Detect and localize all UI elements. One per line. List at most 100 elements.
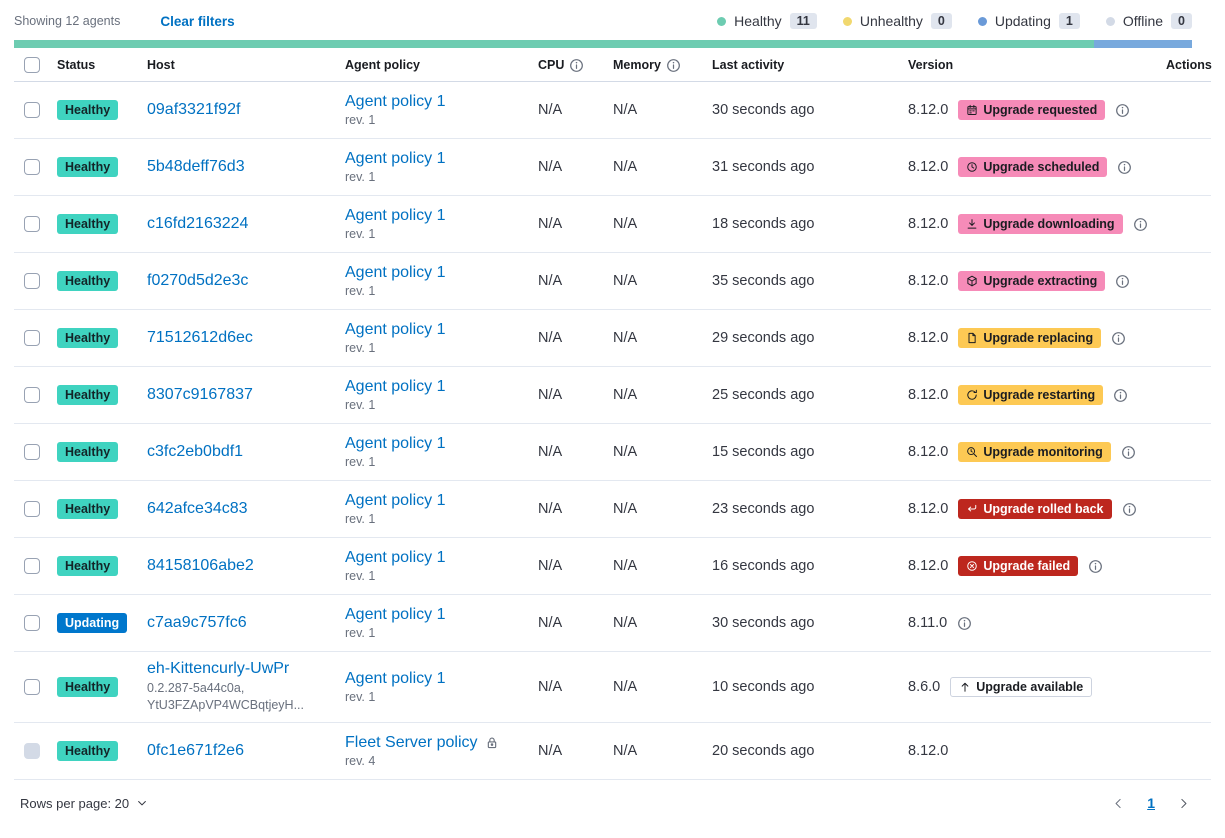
previous-page-button[interactable] xyxy=(1110,795,1127,812)
host-link[interactable]: c3fc2eb0bdf1 xyxy=(147,443,244,460)
host-link[interactable]: c7aa9c757fc6 xyxy=(147,614,247,631)
row-checkbox[interactable] xyxy=(24,678,40,695)
host-link[interactable]: 8307c9167837 xyxy=(147,386,253,403)
upgrade-status-badge: Upgrade rolled back xyxy=(958,499,1112,519)
row-actions-button[interactable] xyxy=(1191,619,1203,627)
status-badge: Healthy xyxy=(57,214,119,234)
page-number-current[interactable]: 1 xyxy=(1147,795,1155,812)
select-all-checkbox[interactable] xyxy=(24,57,40,73)
lock-icon xyxy=(485,736,499,750)
row-checkbox[interactable] xyxy=(24,216,40,232)
agent-count-text: Showing 12 agents xyxy=(14,14,121,28)
info-icon[interactable] xyxy=(1117,160,1132,175)
info-icon[interactable] xyxy=(1115,103,1130,118)
cpu-value: N/A xyxy=(538,742,563,759)
agent-policy-link[interactable]: Agent policy 1 xyxy=(345,321,446,338)
host-link[interactable]: eh-Kittencurly-UwPr xyxy=(147,660,290,677)
info-icon[interactable] xyxy=(1113,388,1128,403)
row-checkbox[interactable] xyxy=(24,273,40,289)
agent-policy-link[interactable]: Agent policy 1 xyxy=(345,150,446,167)
row-actions-button[interactable] xyxy=(1191,163,1203,171)
unhealthy-dot-icon xyxy=(842,16,852,26)
row-actions-button[interactable] xyxy=(1191,505,1203,513)
table-footer: Rows per page: 20 1 xyxy=(0,780,1225,812)
agent-policy-link[interactable]: Agent policy 1 xyxy=(345,606,446,623)
agent-policy-link[interactable]: Agent policy 1 xyxy=(345,93,446,110)
agent-policy-link[interactable]: Fleet Server policy xyxy=(345,733,478,751)
host-link[interactable]: 0fc1e671f2e6 xyxy=(147,741,244,759)
row-actions-button[interactable] xyxy=(1191,106,1203,114)
table-row: Healthy f0270d5d2e3c Agent policy 1 rev.… xyxy=(14,253,1211,310)
row-checkbox[interactable] xyxy=(24,330,40,346)
version-value: 8.12.0 xyxy=(908,102,949,118)
fleet-agents-page: Showing 12 agents Clear filters Healthy … xyxy=(0,13,1225,812)
row-actions-button[interactable] xyxy=(1191,683,1203,691)
cpu-value: N/A xyxy=(538,501,563,517)
host-link[interactable]: f0270d5d2e3c xyxy=(147,272,249,289)
last-activity-value: 15 seconds ago xyxy=(712,444,815,460)
offline-dot-icon xyxy=(1105,16,1115,26)
info-icon[interactable] xyxy=(1111,331,1126,346)
last-activity-value: 10 seconds ago xyxy=(712,678,815,695)
version-value: 8.12.0 xyxy=(908,444,949,460)
info-icon[interactable] xyxy=(1088,559,1103,574)
row-actions-button[interactable] xyxy=(1191,448,1203,456)
row-checkbox[interactable] xyxy=(24,501,40,517)
agent-policy-link[interactable]: Agent policy 1 xyxy=(345,378,446,395)
row-checkbox[interactable] xyxy=(24,387,40,403)
row-checkbox[interactable] xyxy=(24,558,40,574)
row-checkbox[interactable] xyxy=(24,444,40,460)
info-icon[interactable] xyxy=(1121,445,1136,460)
agent-policy-link[interactable]: Agent policy 1 xyxy=(345,669,446,687)
row-checkbox[interactable] xyxy=(24,615,40,631)
info-icon[interactable] xyxy=(957,616,972,631)
agent-policy-link[interactable]: Agent policy 1 xyxy=(345,492,446,509)
host-link[interactable]: 09af3321f92f xyxy=(147,101,241,118)
info-icon[interactable] xyxy=(666,58,681,73)
status-bar-segment-updating xyxy=(1093,40,1192,48)
status-badge: Healthy xyxy=(57,499,119,519)
table-row: Healthy 642afce34c83 Agent policy 1 rev.… xyxy=(14,481,1211,538)
row-checkbox[interactable] xyxy=(24,102,40,118)
memory-value: N/A xyxy=(613,273,638,289)
version-value: 8.12.0 xyxy=(908,501,949,517)
host-link[interactable]: 71512612d6ec xyxy=(147,329,253,346)
row-actions-button[interactable] xyxy=(1191,391,1203,399)
agent-policy-link[interactable]: Agent policy 1 xyxy=(345,264,446,281)
host-link[interactable]: c16fd2163224 xyxy=(147,215,249,232)
table-row: Healthy 8307c9167837 Agent policy 1 rev.… xyxy=(14,367,1211,424)
row-actions-button[interactable] xyxy=(1191,334,1203,342)
last-activity-value: 18 seconds ago xyxy=(712,216,815,232)
status-badge: Healthy xyxy=(57,385,119,405)
next-page-button[interactable] xyxy=(1175,795,1192,812)
version-value: 8.11.0 xyxy=(908,615,948,631)
header-status: Status xyxy=(57,58,96,72)
row-actions-button[interactable] xyxy=(1191,220,1203,228)
host-link[interactable]: 642afce34c83 xyxy=(147,500,248,517)
agents-table: Status Host Agent policy CPU Memory Last… xyxy=(14,50,1212,780)
info-icon[interactable] xyxy=(1122,502,1137,517)
row-actions-button[interactable] xyxy=(1191,277,1203,285)
info-icon[interactable] xyxy=(1115,274,1130,289)
agent-policy-link[interactable]: Agent policy 1 xyxy=(345,435,446,452)
table-row: Healthy 0fc1e671f2e6 Fleet Server policy… xyxy=(14,723,1211,780)
row-checkbox[interactable] xyxy=(24,742,40,759)
row-checkbox[interactable] xyxy=(24,159,40,175)
info-icon[interactable] xyxy=(569,58,584,73)
row-actions-button[interactable] xyxy=(1191,562,1203,570)
info-icon[interactable] xyxy=(1133,217,1148,232)
cpu-value: N/A xyxy=(538,216,563,232)
host-link[interactable]: 5b48deff76d3 xyxy=(147,158,245,175)
upgrade-status-badge: Upgrade replacing xyxy=(958,328,1102,348)
legend-label: Offline xyxy=(1122,13,1164,29)
last-activity-value: 25 seconds ago xyxy=(712,387,815,403)
row-actions-button[interactable] xyxy=(1191,747,1203,755)
policy-revision-text: rev. 1 xyxy=(345,512,376,526)
clear-filters-link[interactable]: Clear filters xyxy=(160,13,235,29)
agent-policy-link[interactable]: Agent policy 1 xyxy=(345,549,446,566)
host-link[interactable]: 84158106abe2 xyxy=(147,557,254,574)
agent-policy-link[interactable]: Agent policy 1 xyxy=(345,207,446,224)
rows-per-page-button[interactable]: Rows per page: 20 xyxy=(14,795,154,812)
header-agent-policy: Agent policy xyxy=(345,58,421,72)
upgrade-status-badge: Upgrade extracting xyxy=(958,271,1106,291)
